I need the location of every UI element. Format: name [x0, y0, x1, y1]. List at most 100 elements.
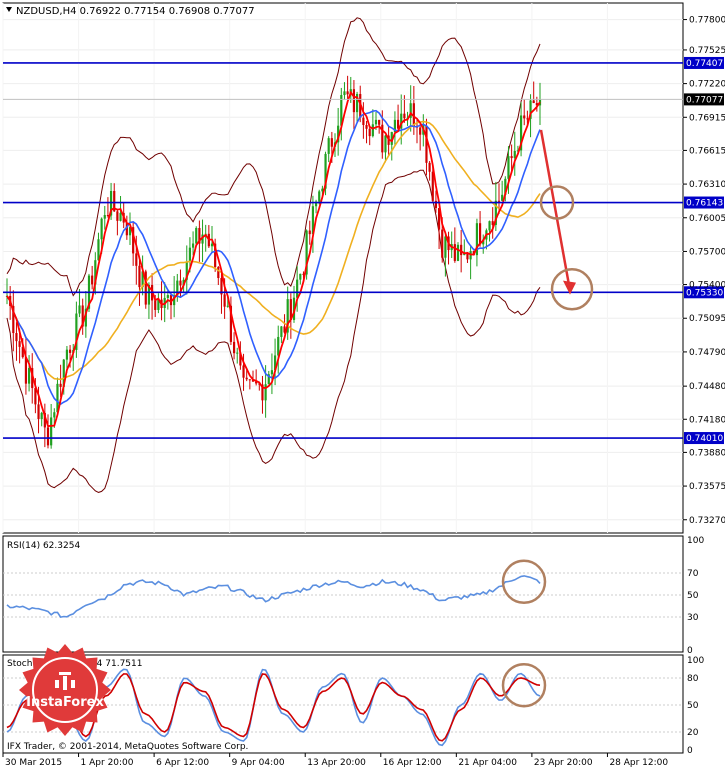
candle-body [466, 252, 469, 260]
candle-body [141, 271, 144, 288]
ma-fast-line [6, 90, 541, 428]
candle-body [362, 117, 365, 125]
candle-body [299, 273, 302, 280]
time-tick-label: 28 Apr 12:00 [609, 758, 668, 768]
level-label-bg [684, 196, 724, 209]
time-axis: 30 Mar 2015 1 Apr 20:00 6 Apr 12:00 9 Apr 0… [2, 753, 668, 768]
candle-body [185, 261, 188, 280]
candle-body [277, 336, 280, 356]
candle-body [365, 124, 368, 129]
candle-body [343, 91, 346, 96]
main-panel-title: NZDUSD,H4 0.76922 0.77154 0.76908 0.7707… [16, 6, 255, 17]
candle-body [412, 103, 415, 127]
candle-body [18, 341, 21, 347]
price-tick-label: 0.77800 [689, 16, 725, 26]
price-tick-label: 0.73880 [689, 448, 725, 458]
candle-body [352, 89, 356, 113]
candle-body [431, 171, 434, 201]
candle-body [390, 132, 393, 145]
level-label-bg [684, 432, 724, 445]
dropdown-triangle-icon[interactable] [6, 7, 12, 12]
candle-body [251, 379, 255, 382]
candle-body [494, 200, 497, 225]
candle-body [43, 412, 46, 428]
level-label-bg [684, 56, 724, 69]
candle-body [482, 239, 485, 245]
candle-body [226, 305, 229, 307]
rsi-series [6, 575, 541, 618]
candle-body [289, 299, 292, 320]
candle-body [116, 211, 119, 221]
candle-body [119, 212, 122, 221]
candle-body [497, 200, 501, 202]
watermark-text: InstaForex [26, 695, 104, 710]
candle-body [403, 113, 406, 119]
rsi-line [6, 559, 547, 618]
rsi-panel-title: RSI(14) 62.3254 [7, 541, 80, 551]
rsi-grid [3, 572, 683, 618]
candle-body [371, 124, 374, 137]
candle-body [154, 300, 157, 310]
candle-body [374, 119, 378, 125]
stoch-panel-frame [2, 654, 684, 754]
candle-body [113, 190, 116, 212]
price-tick-label: 0.74480 [689, 382, 725, 392]
candle-body [176, 280, 179, 296]
rsi-tick-label: 50 [687, 591, 699, 601]
candle-body [501, 194, 504, 201]
candle-body [37, 404, 40, 419]
candle-body [94, 260, 97, 285]
candle-body [393, 119, 397, 133]
candle-body [53, 412, 56, 418]
level-label: 0.77407 [686, 59, 723, 69]
instaforex-icon [55, 672, 75, 690]
price-tick-label: 0.76310 [689, 180, 725, 190]
time-tick-label: 13 Apr 20:00 [307, 758, 366, 768]
time-tick-label: 30 Mar 2015 [5, 758, 62, 768]
candle-body [526, 118, 529, 120]
candle-body [475, 223, 479, 256]
candle-body [179, 280, 182, 286]
candle-body [456, 244, 460, 261]
candle-body [264, 384, 267, 401]
forecast-arrowhead [563, 280, 576, 295]
candle-body [91, 275, 94, 285]
candle-body [510, 156, 513, 159]
candle-body [173, 295, 176, 306]
level-label: 0.76143 [686, 199, 723, 209]
candle-body [314, 201, 318, 207]
candle-body [270, 370, 274, 375]
rsi-panel-frame [2, 535, 684, 653]
candle-body [318, 191, 321, 202]
candle-body [378, 119, 381, 125]
candle-body [437, 208, 441, 230]
rsi-tick-label: 100 [687, 536, 704, 546]
candle-body [346, 91, 349, 95]
candle-body [100, 218, 103, 240]
bollinger-upper [6, 17, 541, 297]
rsi-highlight-circle [501, 559, 547, 605]
resistance-circle [539, 185, 575, 220]
candle-body [223, 294, 226, 307]
candle-body [81, 305, 84, 327]
price-tick-label: 0.73575 [689, 482, 725, 492]
candle-body [513, 151, 516, 159]
level-label: 0.74010 [686, 434, 723, 444]
candle-body [65, 349, 69, 360]
candle-body [381, 124, 384, 153]
target-circle [550, 268, 594, 311]
candle-body [144, 271, 147, 305]
candle-body [434, 200, 438, 209]
candle-body [103, 215, 106, 219]
candle-body [248, 379, 251, 381]
stoch-highlight-circle [501, 662, 547, 708]
candle-body [441, 229, 444, 258]
candle-body [400, 113, 403, 129]
candle-body [236, 352, 239, 354]
candle-body [182, 279, 185, 286]
rsi-tick-label: 0 [687, 646, 693, 656]
candle-body [147, 284, 151, 305]
candle-body [239, 352, 242, 366]
time-tick-label: 9 Apr 04:00 [232, 758, 285, 768]
